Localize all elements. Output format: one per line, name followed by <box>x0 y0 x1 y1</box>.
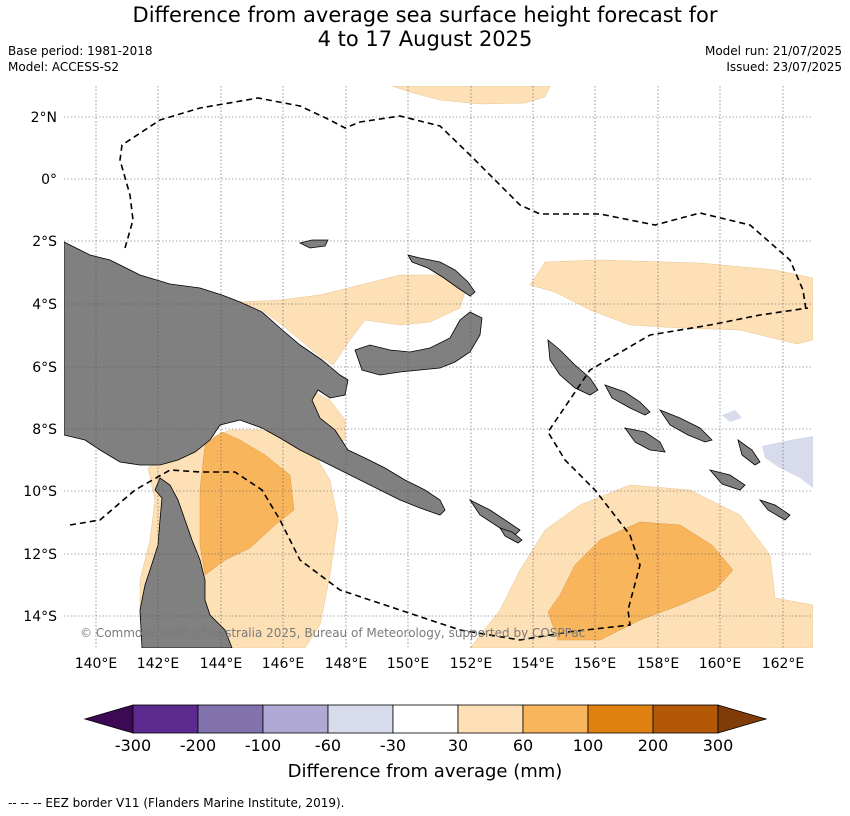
lon-tick: 162°E <box>762 656 805 672</box>
issued-date: Issued: 23/07/2025 <box>726 60 842 74</box>
lon-tick: 154°E <box>512 656 555 672</box>
colorbar-tick: -60 <box>315 736 341 755</box>
map-title: Difference from average sea surface heig… <box>0 3 850 51</box>
colorbar-label: Difference from average (mm) <box>287 761 563 782</box>
eez-borders <box>69 97 809 641</box>
colorbar-segment <box>197 704 264 734</box>
anomaly-negative-small <box>722 410 742 422</box>
rennell-land <box>758 499 791 521</box>
lon-tick: 158°E <box>637 656 680 672</box>
colorbar-tick: -300 <box>115 736 151 755</box>
colorbar-segment <box>392 704 459 734</box>
colorbar-segment <box>132 704 199 734</box>
colorbar-tick: 30 <box>448 736 468 755</box>
graticule <box>64 86 813 648</box>
colorbar-extend-low <box>83 704 134 734</box>
lon-tick-labels: 140°E 142°E 144°E 146°E 148°E 150°E 152°… <box>75 656 805 672</box>
copyright-notice: © Commonwealth of Australia 2025, Bureau… <box>80 626 585 640</box>
lon-tick: 140°E <box>75 656 118 672</box>
colorbar-segment <box>587 704 654 734</box>
meta-right: Model run: 21/07/2025 Issued: 23/07/2025 <box>705 43 842 75</box>
colorbar-segment <box>327 704 394 734</box>
land-layer <box>64 239 791 648</box>
lon-tick: 142°E <box>137 656 180 672</box>
anomaly-png-north-coast <box>239 274 469 366</box>
lat-tick: 2°N <box>31 110 57 126</box>
lon-tick: 146°E <box>262 656 305 672</box>
malaita-land <box>737 439 761 466</box>
eez-legend-note: -- -- -- EEZ border V11 (Flanders Marine… <box>8 796 345 810</box>
lat-tick: 6°S <box>32 360 57 376</box>
lat-tick-labels: 2°N 0° 2°S 4°S 6°S 8°S 10°S 12°S 14°S <box>23 110 57 625</box>
louisiade-land <box>499 527 523 544</box>
eez-border-png <box>119 97 807 311</box>
anomaly-coral-core <box>547 521 734 641</box>
map-area: © Commonwealth of Australia 2025, Bureau… <box>64 86 813 648</box>
anomaly-neg-30-60-layer <box>722 410 813 488</box>
anomaly-east-band <box>529 259 813 345</box>
new-ireland-land <box>407 254 476 297</box>
colorbar-segment <box>457 704 524 734</box>
colorbar-segment <box>652 704 719 734</box>
lat-tick: 2°S <box>32 234 57 250</box>
colorbar-tick: 60 <box>513 736 533 755</box>
title-line-1: Difference from average sea surface heig… <box>132 3 718 27</box>
colorbar <box>83 704 768 734</box>
lon-tick: 152°E <box>450 656 493 672</box>
title-line-2: 4 to 17 August 2025 <box>317 27 533 51</box>
santa-isabel-land <box>658 409 713 443</box>
lat-tick: 8°S <box>32 422 57 438</box>
colorbar-segment <box>262 704 329 734</box>
lat-tick: 4°S <box>32 297 57 313</box>
lat-tick: 12°S <box>23 547 57 563</box>
colorbar-tick: -200 <box>180 736 216 755</box>
lon-tick: 148°E <box>325 656 368 672</box>
lon-tick: 156°E <box>574 656 617 672</box>
colorbar-tick: 200 <box>638 736 669 755</box>
lat-tick: 0° <box>41 172 57 188</box>
anomaly-60-100-layer <box>199 431 734 641</box>
colorbar-tick: 300 <box>703 736 734 755</box>
meta-left: Base period: 1981-2018 Model: ACCESS-S2 <box>8 43 153 75</box>
anomaly-north-patch <box>391 86 551 105</box>
anomaly-negative-solomon <box>762 436 813 488</box>
model-name: Model: ACCESS-S2 <box>8 60 120 74</box>
lon-tick: 144°E <box>200 656 243 672</box>
lat-tick: 10°S <box>23 484 57 500</box>
new-guinea-land <box>64 241 446 516</box>
new-britain-land <box>354 311 483 376</box>
base-period: Base period: 1981-2018 <box>8 44 153 58</box>
lon-tick: 150°E <box>387 656 430 672</box>
model-run: Model run: 21/07/2025 <box>704 44 842 58</box>
colorbar-tick: -30 <box>380 736 406 755</box>
eez-border-png-south <box>69 307 809 641</box>
colorbar-tick: -100 <box>245 736 281 755</box>
guadalcanal-land <box>624 427 666 453</box>
cape-york-land <box>139 477 233 648</box>
colorbar-tick: 100 <box>573 736 604 755</box>
lat-tick: 14°S <box>23 609 57 625</box>
bougainville-land <box>547 339 599 396</box>
colorbar-tick-labels: -300 -200 -100 -60 -30 30 60 100 200 300 <box>115 736 733 755</box>
manus-land <box>298 239 329 249</box>
choiseul-land <box>604 384 651 416</box>
colorbar-extend-high <box>717 704 768 734</box>
anomaly-gulf-core <box>199 431 295 576</box>
lon-tick: 160°E <box>699 656 742 672</box>
colorbar-segment <box>522 704 589 734</box>
milne-islands-land <box>468 498 521 536</box>
